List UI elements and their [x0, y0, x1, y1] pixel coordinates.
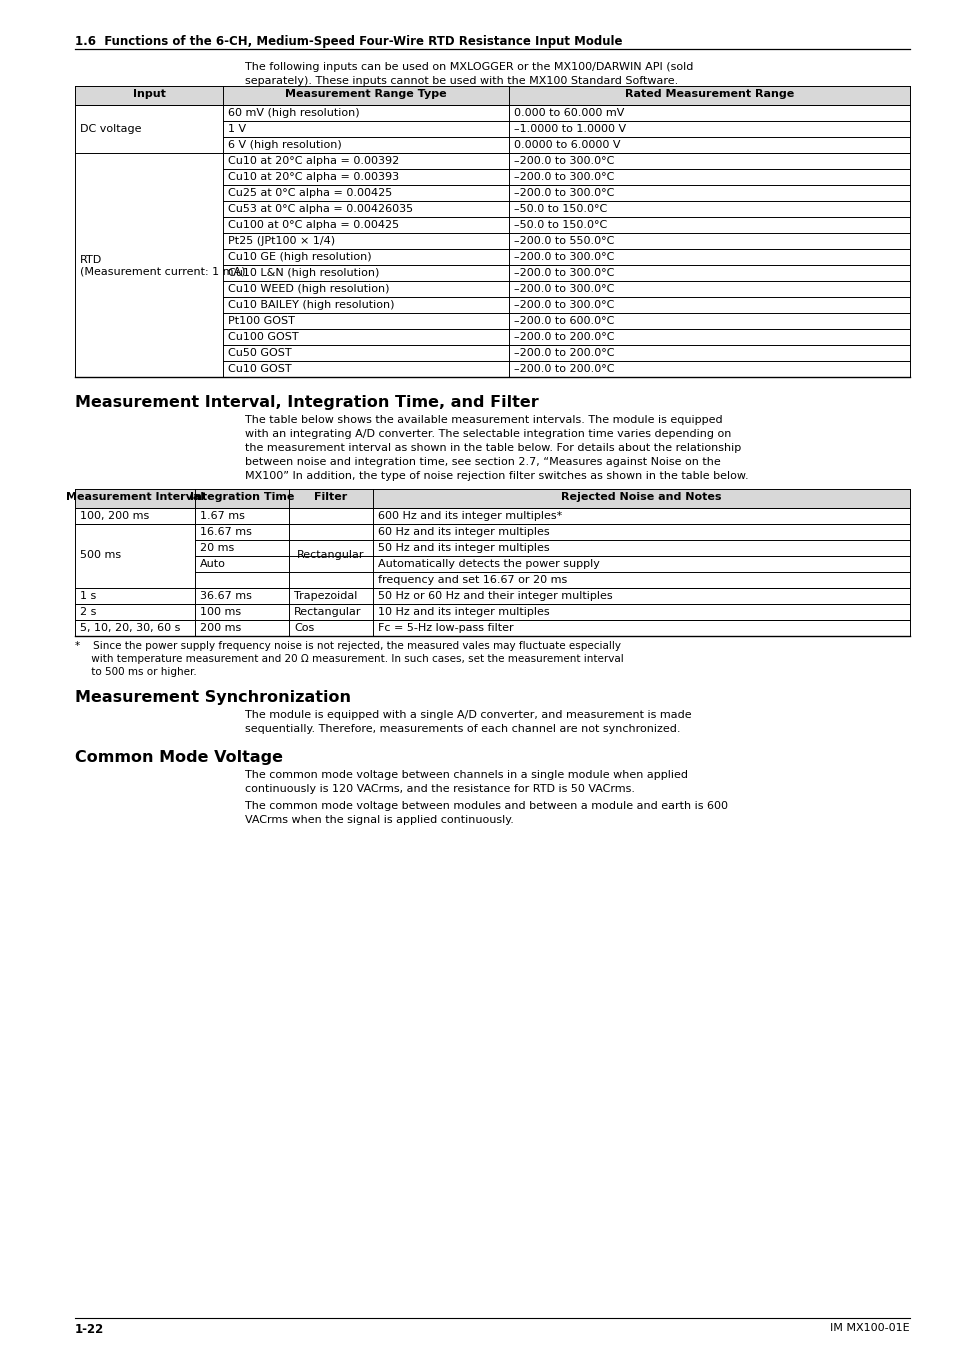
- Text: Common Mode Voltage: Common Mode Voltage: [75, 751, 283, 765]
- Text: 20 ms: 20 ms: [200, 543, 234, 554]
- Text: –200.0 to 200.0°C: –200.0 to 200.0°C: [514, 332, 614, 342]
- Text: 2 s: 2 s: [80, 608, 96, 617]
- Text: Rectangular: Rectangular: [294, 608, 361, 617]
- Text: (Measurement current: 1 mA): (Measurement current: 1 mA): [80, 267, 245, 277]
- Text: –200.0 to 200.0°C: –200.0 to 200.0°C: [514, 348, 614, 358]
- Text: Cos: Cos: [294, 622, 314, 633]
- Bar: [75, 489, 909, 508]
- Text: Cu53 at 0°C alpha = 0.00426035: Cu53 at 0°C alpha = 0.00426035: [228, 204, 413, 215]
- Text: 200 ms: 200 ms: [200, 622, 241, 633]
- Text: Cu100 GOST: Cu100 GOST: [228, 332, 298, 342]
- Text: 1-22: 1-22: [75, 1323, 104, 1336]
- Text: Rectangular: Rectangular: [297, 549, 364, 560]
- Text: Cu25 at 0°C alpha = 0.00425: Cu25 at 0°C alpha = 0.00425: [228, 188, 392, 198]
- Text: 1 s: 1 s: [80, 591, 96, 601]
- Text: 10 Hz and its integer multiples: 10 Hz and its integer multiples: [377, 608, 549, 617]
- Text: The module is equipped with a single A/D converter, and measurement is made: The module is equipped with a single A/D…: [245, 710, 691, 720]
- Text: –50.0 to 150.0°C: –50.0 to 150.0°C: [514, 204, 607, 215]
- Text: Cu10 L&N (high resolution): Cu10 L&N (high resolution): [228, 269, 379, 278]
- Text: Trapezoidal: Trapezoidal: [294, 591, 357, 601]
- Text: –200.0 to 300.0°C: –200.0 to 300.0°C: [514, 171, 614, 182]
- Text: 1 V: 1 V: [228, 124, 246, 134]
- Text: 0.000 to 60.000 mV: 0.000 to 60.000 mV: [514, 108, 623, 117]
- Text: –200.0 to 300.0°C: –200.0 to 300.0°C: [514, 269, 614, 278]
- Text: between noise and integration time, see section 2.7, “Measures against Noise on : between noise and integration time, see …: [245, 458, 720, 467]
- Text: 6 V (high resolution): 6 V (high resolution): [228, 140, 341, 150]
- Text: Measurement Synchronization: Measurement Synchronization: [75, 690, 351, 705]
- Text: Input: Input: [132, 89, 165, 99]
- Text: –200.0 to 300.0°C: –200.0 to 300.0°C: [514, 300, 614, 310]
- Text: –50.0 to 150.0°C: –50.0 to 150.0°C: [514, 220, 607, 230]
- Text: 1.67 ms: 1.67 ms: [200, 512, 245, 521]
- Text: Pt25 (JPt100 × 1/4): Pt25 (JPt100 × 1/4): [228, 236, 335, 246]
- Text: 16.67 ms: 16.67 ms: [200, 526, 252, 537]
- Text: –200.0 to 600.0°C: –200.0 to 600.0°C: [514, 316, 614, 325]
- Text: 100 ms: 100 ms: [200, 608, 241, 617]
- Text: Cu10 GOST: Cu10 GOST: [228, 364, 292, 374]
- Text: Auto: Auto: [200, 559, 226, 568]
- Text: Rejected Noise and Notes: Rejected Noise and Notes: [560, 491, 721, 502]
- Text: Rated Measurement Range: Rated Measurement Range: [624, 89, 793, 99]
- Text: The common mode voltage between modules and between a module and earth is 600: The common mode voltage between modules …: [245, 801, 727, 811]
- Text: Cu10 BAILEY (high resolution): Cu10 BAILEY (high resolution): [228, 300, 395, 310]
- Text: 60 mV (high resolution): 60 mV (high resolution): [228, 108, 359, 117]
- Text: Filter: Filter: [314, 491, 347, 502]
- Text: –200.0 to 550.0°C: –200.0 to 550.0°C: [514, 236, 614, 246]
- Text: Cu10 WEED (high resolution): Cu10 WEED (high resolution): [228, 284, 389, 294]
- Text: The table below shows the available measurement intervals. The module is equippe: The table below shows the available meas…: [245, 414, 721, 425]
- Text: Cu10 at 20°C alpha = 0.00392: Cu10 at 20°C alpha = 0.00392: [228, 157, 399, 166]
- Text: Automatically detects the power supply: Automatically detects the power supply: [377, 559, 599, 568]
- Text: 600 Hz and its integer multiples*: 600 Hz and its integer multiples*: [377, 512, 561, 521]
- Text: sequentially. Therefore, measurements of each channel are not synchronized.: sequentially. Therefore, measurements of…: [245, 724, 679, 734]
- Text: VACrms when the signal is applied continuously.: VACrms when the signal is applied contin…: [245, 815, 514, 825]
- Text: The common mode voltage between channels in a single module when applied: The common mode voltage between channels…: [245, 769, 687, 780]
- Text: –200.0 to 300.0°C: –200.0 to 300.0°C: [514, 252, 614, 262]
- Text: Measurement Range Type: Measurement Range Type: [285, 89, 446, 99]
- Text: Integration Time: Integration Time: [190, 491, 294, 502]
- Text: frequency and set 16.67 or 20 ms: frequency and set 16.67 or 20 ms: [377, 575, 567, 585]
- Text: with temperature measurement and 20 Ω measurement. In such cases, set the measur: with temperature measurement and 20 Ω me…: [75, 653, 623, 664]
- Text: continuously is 120 VACrms, and the resistance for RTD is 50 VACrms.: continuously is 120 VACrms, and the resi…: [245, 784, 635, 794]
- Text: Pt100 GOST: Pt100 GOST: [228, 316, 294, 325]
- Text: DC voltage: DC voltage: [80, 124, 141, 134]
- Text: 5, 10, 20, 30, 60 s: 5, 10, 20, 30, 60 s: [80, 622, 180, 633]
- Text: the measurement interval as shown in the table below. For details about the rela: the measurement interval as shown in the…: [245, 443, 740, 454]
- Text: Measurement Interval: Measurement Interval: [66, 491, 204, 502]
- Text: MX100” In addition, the type of noise rejection filter switches as shown in the : MX100” In addition, the type of noise re…: [245, 471, 748, 481]
- Text: with an integrating A/D converter. The selectable integration time varies depend: with an integrating A/D converter. The s…: [245, 429, 731, 439]
- Text: Cu10 at 20°C alpha = 0.00393: Cu10 at 20°C alpha = 0.00393: [228, 171, 398, 182]
- Text: Fc = 5-Hz low-pass filter: Fc = 5-Hz low-pass filter: [377, 622, 513, 633]
- Text: 50 Hz and its integer multiples: 50 Hz and its integer multiples: [377, 543, 549, 554]
- Text: 500 ms: 500 ms: [80, 549, 121, 560]
- Text: RTD: RTD: [80, 255, 102, 265]
- Text: 60 Hz and its integer multiples: 60 Hz and its integer multiples: [377, 526, 549, 537]
- Text: –200.0 to 200.0°C: –200.0 to 200.0°C: [514, 364, 614, 374]
- Text: –200.0 to 300.0°C: –200.0 to 300.0°C: [514, 157, 614, 166]
- Text: *    Since the power supply frequency noise is not rejected, the measured vales : * Since the power supply frequency noise…: [75, 641, 620, 651]
- Text: 0.0000 to 6.0000 V: 0.0000 to 6.0000 V: [514, 140, 619, 150]
- Text: 36.67 ms: 36.67 ms: [200, 591, 252, 601]
- Text: The following inputs can be used on MXLOGGER or the MX100/DARWIN API (sold: The following inputs can be used on MXLO…: [245, 62, 693, 72]
- Text: Cu100 at 0°C alpha = 0.00425: Cu100 at 0°C alpha = 0.00425: [228, 220, 398, 230]
- Text: –200.0 to 300.0°C: –200.0 to 300.0°C: [514, 188, 614, 198]
- Text: IM MX100-01E: IM MX100-01E: [829, 1323, 909, 1332]
- Text: –1.0000 to 1.0000 V: –1.0000 to 1.0000 V: [514, 124, 625, 134]
- Text: to 500 ms or higher.: to 500 ms or higher.: [75, 667, 196, 676]
- Text: 50 Hz or 60 Hz and their integer multiples: 50 Hz or 60 Hz and their integer multipl…: [377, 591, 612, 601]
- Bar: [75, 86, 909, 105]
- Text: Cu50 GOST: Cu50 GOST: [228, 348, 292, 358]
- Text: 100, 200 ms: 100, 200 ms: [80, 512, 149, 521]
- Text: 1.6  Functions of the 6-CH, Medium-Speed Four-Wire RTD Resistance Input Module: 1.6 Functions of the 6-CH, Medium-Speed …: [75, 35, 622, 49]
- Text: Cu10 GE (high resolution): Cu10 GE (high resolution): [228, 252, 372, 262]
- Text: separately). These inputs cannot be used with the MX100 Standard Software.: separately). These inputs cannot be used…: [245, 76, 678, 86]
- Text: –200.0 to 300.0°C: –200.0 to 300.0°C: [514, 284, 614, 294]
- Text: Measurement Interval, Integration Time, and Filter: Measurement Interval, Integration Time, …: [75, 396, 538, 410]
